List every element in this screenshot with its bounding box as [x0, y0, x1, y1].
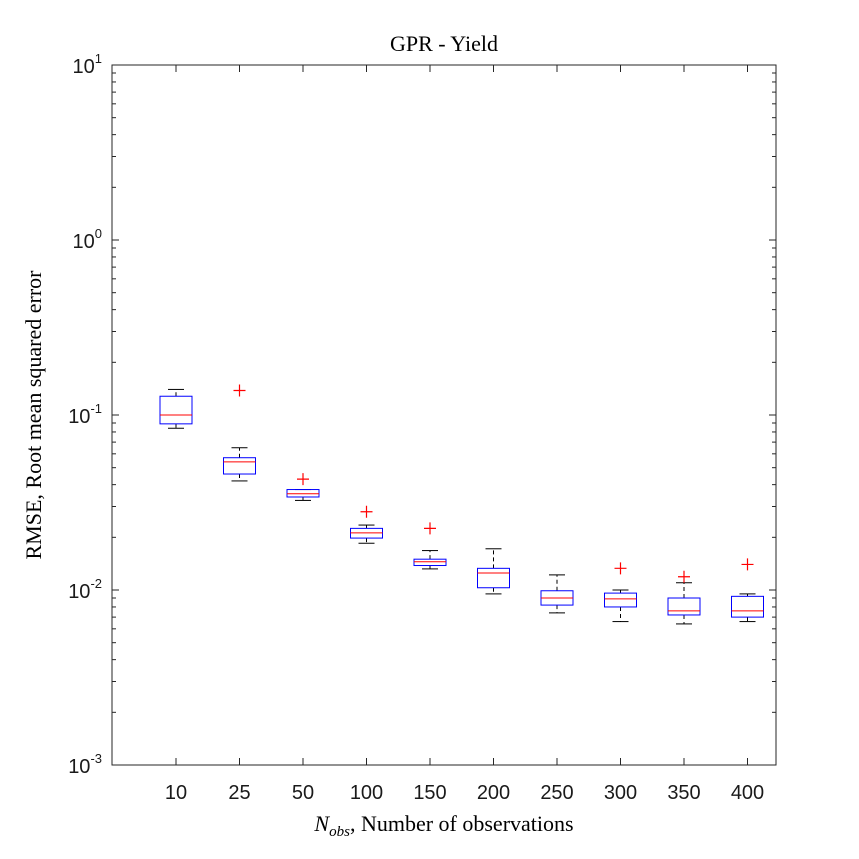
box-200	[477, 548, 510, 595]
box-10	[159, 388, 193, 429]
x-tick-label: 350	[667, 782, 700, 804]
box-400	[731, 558, 764, 623]
x-axis-label-subscript: obs	[329, 824, 350, 840]
box-150	[413, 522, 447, 570]
x-tick-label: 300	[604, 782, 637, 804]
y-tick-label-base: 10	[68, 581, 90, 603]
y-tick-label-base: 10	[68, 756, 90, 778]
box-iqr	[413, 558, 447, 567]
y-tick-label-base: 10	[68, 406, 90, 428]
outlier-marker	[678, 570, 690, 583]
x-axis-label-symbol: N	[313, 811, 330, 836]
x-axis-ticks: 10 25 50 100 150 200 250 300 350 400	[165, 65, 764, 804]
box-iqr	[223, 457, 256, 475]
x-tick-label: 250	[540, 782, 573, 804]
y-tick-label-exponent: 0	[95, 226, 102, 241]
y-tick-label: 10-3	[68, 751, 102, 778]
box-250	[540, 574, 574, 614]
box-iqr	[159, 395, 193, 425]
y-tick-label: 10-1	[68, 401, 102, 428]
box-iqr	[604, 592, 637, 608]
x-tick-label: 25	[228, 782, 250, 804]
y-tick-label-exponent: 1	[95, 51, 102, 66]
y-tick-label-exponent: -3	[90, 751, 102, 766]
chart-title: GPR - Yield	[390, 31, 498, 56]
y-tick-label-exponent: -1	[90, 401, 102, 416]
box-350	[667, 570, 701, 625]
outlier-marker	[297, 473, 309, 486]
plot-area	[111, 64, 777, 766]
x-tick-label: 100	[350, 782, 383, 804]
y-axis-label: RMSE, Root mean squared error	[21, 270, 46, 560]
y-tick-label-base: 10	[73, 231, 95, 253]
box-iqr	[477, 567, 510, 589]
x-tick-label: 150	[413, 782, 446, 804]
y-tick-label-base: 10	[73, 56, 95, 78]
box-100	[350, 505, 383, 544]
y-tick-label-exponent: -2	[90, 576, 102, 591]
outlier-marker	[614, 562, 627, 575]
outlier-marker	[424, 522, 436, 535]
x-tick-label: 200	[477, 782, 510, 804]
y-tick-label: 100	[73, 226, 102, 253]
box-iqr	[667, 597, 701, 616]
box-300	[604, 562, 637, 623]
x-tick-label: 50	[292, 782, 314, 804]
y-tick-label: 10-2	[68, 576, 102, 603]
box-series	[159, 384, 764, 625]
y-tick-label: 101	[73, 51, 102, 78]
box-50	[286, 473, 320, 501]
outlier-marker	[233, 384, 246, 397]
outlier-marker	[360, 505, 373, 518]
x-tick-label: 400	[731, 782, 764, 804]
box-25	[223, 384, 256, 482]
outlier-marker	[741, 558, 754, 571]
x-tick-label: 10	[165, 782, 187, 804]
box-iqr	[731, 595, 764, 618]
x-axis-label-text: , Number of observations	[350, 811, 574, 836]
x-axis-label: Nobs, Number of observations	[313, 811, 573, 840]
